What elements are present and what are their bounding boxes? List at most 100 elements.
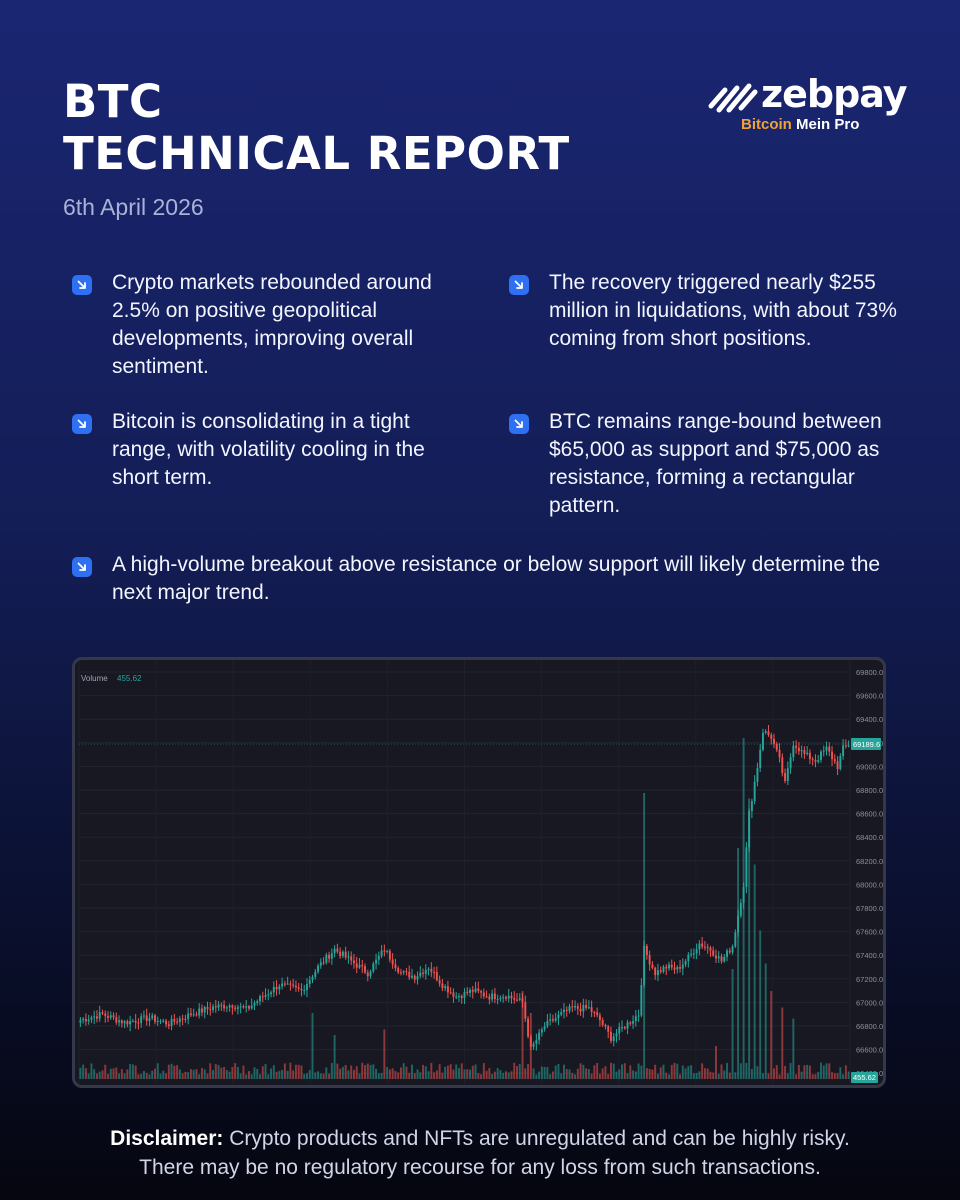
- volume-bar: [419, 1072, 422, 1079]
- candle-body: [228, 1005, 231, 1008]
- candle-body: [773, 738, 775, 744]
- volume-bar: [745, 1062, 748, 1079]
- volume-bar: [784, 1066, 787, 1079]
- candle-body: [701, 943, 704, 947]
- volume-bar: [507, 1072, 510, 1079]
- volume-bar: [703, 1068, 706, 1079]
- candle-body: [598, 1015, 601, 1021]
- candle-body: [806, 752, 809, 754]
- volume-bar: [820, 1062, 822, 1079]
- candle-body: [795, 745, 798, 748]
- candle-body: [184, 1018, 187, 1020]
- bullet-text: A high-volume breakout above resistance …: [112, 553, 881, 604]
- candle-body: [543, 1026, 546, 1030]
- volume-bar: [781, 1007, 784, 1079]
- candle-body: [731, 946, 734, 953]
- volume-bar: [726, 1062, 728, 1079]
- volume-bar: [364, 1065, 366, 1079]
- volume-bar: [629, 1065, 632, 1079]
- volume-bar: [681, 1065, 684, 1079]
- candle-body: [424, 969, 427, 974]
- volume-bar: [377, 1073, 380, 1079]
- price-axis: 69800.069600.069400.069200.069000.068800…: [79, 668, 883, 1083]
- candle-body: [797, 747, 800, 752]
- candle-body: [507, 995, 510, 999]
- y-tick-label: 66600.0: [856, 1046, 883, 1055]
- volume-bar: [101, 1070, 104, 1079]
- candle-body: [283, 983, 286, 985]
- volume-bar: [225, 1070, 228, 1079]
- volume-bar: [123, 1073, 126, 1079]
- bullet-item: A high-volume breakout above resistance …: [72, 551, 912, 607]
- volume-bar: [438, 1064, 441, 1079]
- volume-bar: [847, 1071, 850, 1079]
- candle-body: [748, 811, 751, 848]
- candle-body: [557, 1014, 560, 1019]
- page-title: BTC TECHNICAL REPORT: [63, 76, 570, 180]
- y-tick-label: 69000.0: [856, 762, 883, 771]
- candle-body: [659, 970, 662, 972]
- candle-body: [289, 983, 292, 985]
- volume-bar: [109, 1068, 112, 1079]
- volume-bar: [554, 1065, 557, 1079]
- candle-body: [438, 980, 441, 984]
- candle-body: [684, 961, 687, 965]
- volume-bar: [151, 1070, 154, 1079]
- candle-body: [521, 998, 524, 1003]
- candle-body: [336, 948, 339, 952]
- candle-body: [651, 964, 654, 968]
- candle-body: [388, 950, 391, 960]
- volume-bar: [576, 1068, 579, 1079]
- candle-body: [513, 998, 516, 1000]
- volume-bar: [201, 1067, 203, 1079]
- candle-body: [690, 953, 693, 955]
- candle-body: [554, 1018, 557, 1021]
- volume-bar: [803, 1065, 806, 1079]
- candle-body: [413, 975, 416, 980]
- candle-body: [391, 959, 394, 965]
- volume-bar: [471, 1065, 474, 1079]
- volume-bar: [411, 1064, 413, 1079]
- volume-bar: [828, 1063, 831, 1079]
- candle-body: [485, 996, 488, 998]
- candle-body: [469, 989, 471, 993]
- candle-body: [333, 948, 336, 954]
- candle-body: [131, 1020, 134, 1022]
- volume-bar: [842, 1074, 845, 1079]
- volume-bar: [82, 1064, 85, 1079]
- arrow-down-right-icon: [72, 275, 92, 295]
- volume-bar: [104, 1064, 107, 1079]
- volume-bar: [247, 1071, 250, 1079]
- volume-bar: [587, 1069, 590, 1079]
- volume-bar: [195, 1069, 198, 1079]
- volume-bar: [278, 1071, 281, 1079]
- volume-bar: [737, 848, 740, 1079]
- candle-body: [665, 966, 668, 969]
- candle-body: [643, 946, 646, 986]
- logo-tagline-rest: Mein Pro: [791, 116, 860, 133]
- candle-body: [455, 996, 458, 998]
- candle-body: [596, 1012, 599, 1016]
- volume-bar: [549, 1074, 552, 1079]
- candle-body: [770, 734, 773, 739]
- candle-body: [341, 951, 344, 957]
- candle-body: [84, 1018, 87, 1022]
- candle-body: [717, 956, 720, 959]
- volume-bar: [134, 1065, 137, 1079]
- candle-body: [399, 972, 402, 974]
- candle-body: [662, 966, 665, 972]
- volume-bar: [131, 1064, 134, 1079]
- volume-bar: [800, 1071, 803, 1079]
- volume-bar: [234, 1063, 237, 1079]
- volume-bar: [212, 1069, 214, 1079]
- volume-bar: [574, 1074, 577, 1079]
- volume-bar: [259, 1074, 261, 1079]
- candle-body: [145, 1015, 148, 1021]
- candle-body: [645, 946, 648, 956]
- volume-bar: [728, 1072, 731, 1079]
- candle-body: [300, 988, 303, 991]
- candle-body: [529, 1036, 532, 1047]
- volume-bar: [264, 1063, 267, 1079]
- candle-body: [452, 992, 455, 997]
- candle-body: [93, 1016, 96, 1018]
